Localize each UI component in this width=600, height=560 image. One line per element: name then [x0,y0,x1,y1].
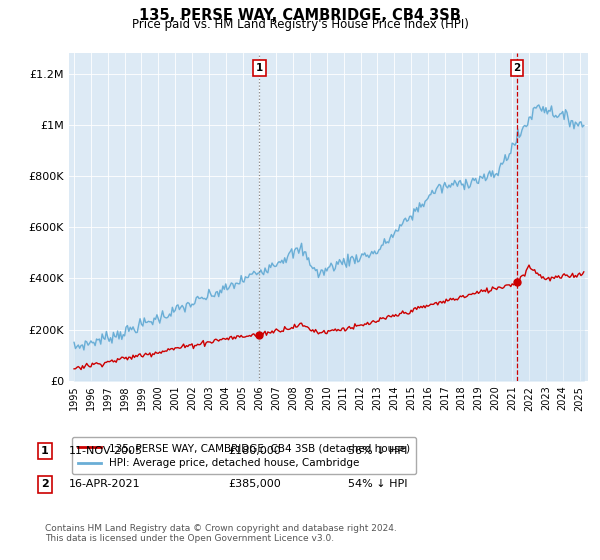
Text: 16-APR-2021: 16-APR-2021 [69,479,140,489]
Text: £180,000: £180,000 [228,446,281,456]
Text: 2: 2 [41,479,49,489]
Text: £385,000: £385,000 [228,479,281,489]
Text: 54% ↓ HPI: 54% ↓ HPI [348,479,407,489]
Text: 11-NOV-2005: 11-NOV-2005 [69,446,143,456]
Text: Contains HM Land Registry data © Crown copyright and database right 2024.
This d: Contains HM Land Registry data © Crown c… [45,524,397,543]
Text: 1: 1 [256,63,263,73]
Legend: 135, PERSE WAY, CAMBRIDGE, CB4 3SB (detached house), HPI: Average price, detache: 135, PERSE WAY, CAMBRIDGE, CB4 3SB (deta… [71,437,416,474]
Text: 135, PERSE WAY, CAMBRIDGE, CB4 3SB: 135, PERSE WAY, CAMBRIDGE, CB4 3SB [139,8,461,24]
Text: 56% ↓ HPI: 56% ↓ HPI [348,446,407,456]
Text: 2: 2 [514,63,521,73]
Text: Price paid vs. HM Land Registry's House Price Index (HPI): Price paid vs. HM Land Registry's House … [131,18,469,31]
Text: 1: 1 [41,446,49,456]
